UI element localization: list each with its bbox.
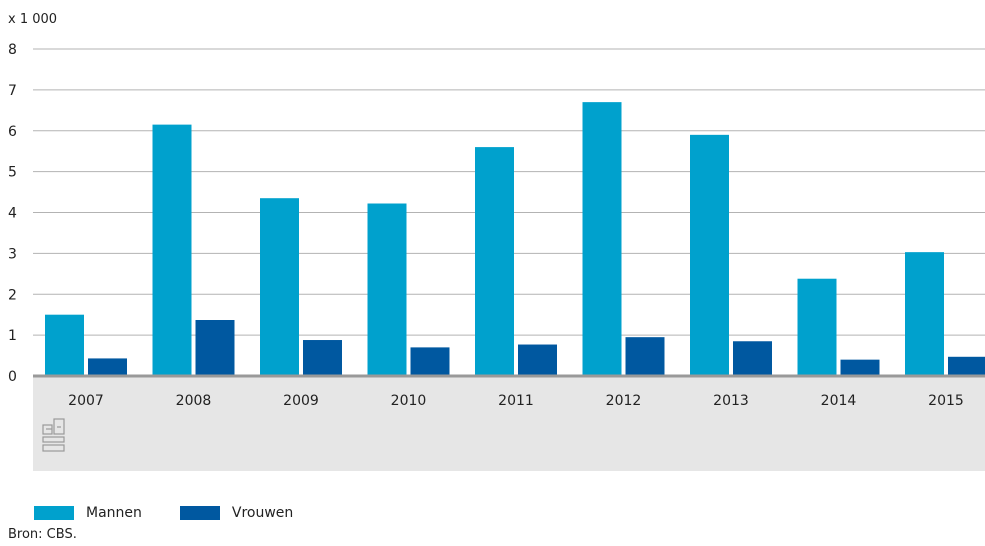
y-tick-label: 1	[8, 328, 17, 344]
y-tick-label: 4	[8, 206, 17, 222]
x-tick-label: 2007	[68, 393, 104, 409]
y-tick-label: 0	[8, 369, 17, 385]
y-tick-labels: 0 1 2 3 4 5 6 7 8	[8, 42, 17, 385]
bar-mannen-2008	[152, 124, 192, 377]
bar-mannen-2014	[797, 278, 837, 376]
x-tick-label: 2015	[928, 393, 964, 409]
bar-mannen-2011	[475, 147, 514, 376]
y-tick-label: 6	[8, 124, 17, 140]
bar-vrouwen-2013	[733, 341, 772, 376]
legend-item-vrouwen: Vrouwen	[179, 505, 294, 521]
x-tick-label: 2009	[283, 393, 319, 409]
y-tick-label: 7	[8, 83, 17, 99]
bar-mannen-2013	[690, 134, 729, 376]
bar-vrouwen-2014	[840, 359, 880, 376]
legend-item-mannen: Mannen	[34, 505, 142, 521]
x-tick-label: 2014	[821, 393, 857, 409]
bar-mannen-2007	[45, 314, 84, 376]
y-tick-label: 8	[8, 42, 17, 58]
bar-vrouwen-2008	[195, 320, 235, 376]
bar-mannen-2009	[260, 198, 299, 376]
y-tick-label: 2	[8, 287, 17, 303]
cbs-logo-icon	[42, 418, 65, 452]
bar-vrouwen-2012	[625, 337, 665, 376]
x-tick-label: 2008	[176, 393, 212, 409]
bar-vrouwen-2010	[410, 347, 450, 376]
x-tick-label: 2013	[713, 393, 749, 409]
bar-vrouwen-2007	[88, 358, 127, 376]
bar-mannen-2010	[367, 203, 407, 376]
x-tick-label: 2011	[498, 393, 534, 409]
x-tick-labels: 2007 2008 2009 2010 2011 2012 2013 2014 2015	[68, 393, 964, 409]
y-axis-unit-label: x 1 000	[8, 12, 58, 27]
legend-label-mannen: Mannen	[86, 505, 142, 521]
legend: Mannen Vrouwen	[34, 505, 331, 521]
legend-swatch-mannen	[34, 506, 74, 520]
bar-vrouwen-2011	[518, 344, 557, 376]
bars	[45, 102, 985, 377]
legend-swatch-vrouwen	[179, 506, 220, 520]
bar-mannen-2012	[582, 102, 622, 376]
y-tick-label: 3	[8, 246, 17, 262]
x-tick-label: 2010	[391, 393, 427, 409]
x-axis-band	[33, 376, 985, 471]
x-tick-label: 2012	[606, 393, 642, 409]
bar-vrouwen-2015	[948, 356, 985, 376]
source-note: Bron: CBS.	[8, 527, 77, 542]
legend-label-vrouwen: Vrouwen	[231, 505, 294, 521]
bar-mannen-2015	[905, 252, 944, 376]
y-tick-label: 5	[8, 165, 17, 181]
bar-vrouwen-2009	[303, 340, 342, 376]
